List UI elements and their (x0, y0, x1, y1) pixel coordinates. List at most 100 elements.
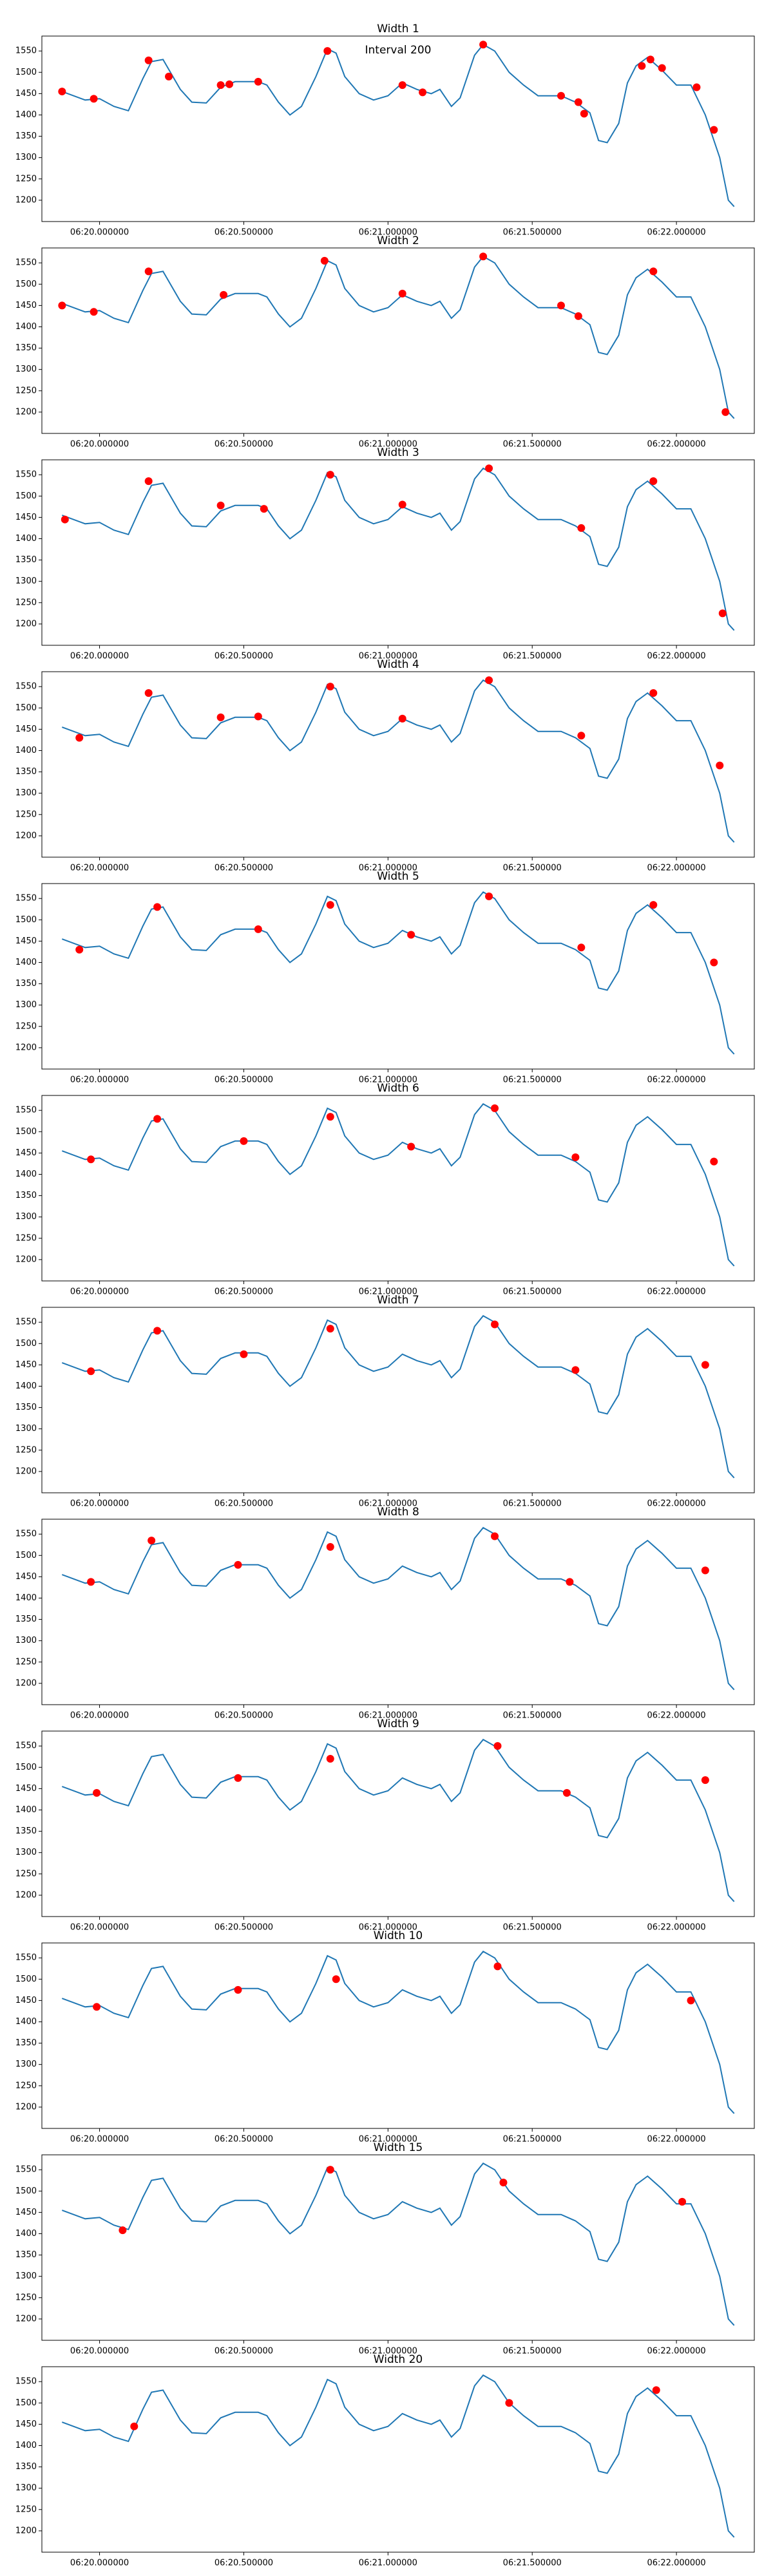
axes-frame (41, 35, 755, 222)
x-tick-label: 06:20.500000 (215, 1923, 273, 1933)
y-tick-label: 1300 (15, 365, 37, 374)
point (687, 1996, 695, 2005)
y-tick-label: 1550 (15, 258, 37, 268)
axes-frame (41, 1095, 755, 1282)
x-tick-label: 06:21.500000 (503, 2559, 562, 2568)
axes-frame (41, 2366, 755, 2553)
x-tick-label: 06:21.500000 (503, 1711, 562, 1721)
x-tick-label: 06:21.500000 (503, 440, 562, 450)
line (61, 467, 735, 631)
point (326, 471, 334, 479)
x-tick-label: 06:22.000000 (647, 228, 705, 238)
line (61, 255, 735, 419)
point (234, 1985, 242, 1994)
y-tick-label: 1550 (15, 682, 37, 692)
y-tick-label: 1500 (15, 491, 37, 501)
x-tick-label: 06:22.000000 (647, 1075, 705, 1085)
x-tick-label: 06:20.500000 (215, 864, 273, 873)
point (153, 903, 162, 911)
x-tick-label: 06:21.000000 (359, 2347, 417, 2356)
point (566, 1578, 574, 1586)
y-tick-label: 1550 (15, 1953, 37, 1963)
chart-title: Width 2 (377, 234, 419, 247)
point (225, 80, 234, 88)
point (240, 1137, 248, 1145)
y-tick-label: 1450 (15, 89, 37, 99)
point (165, 72, 173, 80)
point (652, 2386, 660, 2394)
x-tick-label: 06:22.000000 (647, 1711, 705, 1721)
point (323, 47, 332, 55)
x-tick-label: 06:21.000000 (359, 1287, 417, 1297)
y-tick-label: 1250 (15, 386, 37, 395)
y-tick-label: 1250 (15, 1869, 37, 1879)
point (144, 56, 153, 64)
point (485, 892, 493, 900)
point (491, 1532, 499, 1540)
y-tick-label: 1550 (15, 46, 37, 56)
point (701, 1776, 709, 1785)
x-tick-label: 06:21.000000 (359, 1711, 417, 1721)
point (326, 1755, 334, 1763)
chart-title: Width 3 (377, 446, 419, 459)
point (398, 714, 406, 723)
point (718, 609, 727, 618)
subplot: Width 5 1200 1250 1300 1350 1400 1450 1500 1550 0… (15, 870, 755, 1085)
subplot: Width 15 1200 1250 1300 1350 1400 1450 1500 1550… (15, 2141, 755, 2356)
point (658, 64, 666, 72)
point (240, 1350, 248, 1358)
y-tick-label: 1350 (15, 767, 37, 777)
subplot: Width 2 1200 1250 1300 1350 1400 1450 1500 1550 0… (15, 234, 755, 450)
y-tick-label: 1350 (15, 343, 37, 353)
y-tick-label: 1550 (15, 470, 37, 480)
point (130, 2422, 138, 2430)
y-tick-label: 1500 (15, 1551, 37, 1560)
x-tick-label: 06:21.000000 (359, 1075, 417, 1085)
chart-title: Width 7 (377, 1294, 419, 1307)
x-tick-label: 06:20.000000 (70, 1075, 129, 1085)
point (574, 98, 582, 106)
y-tick-label: 1500 (15, 703, 37, 713)
y-tick-label: 1500 (15, 915, 37, 925)
y-tick-label: 1550 (15, 2377, 37, 2387)
y-tick-label: 1300 (15, 1848, 37, 1857)
y-tick-label: 1400 (15, 1805, 37, 1815)
y-tick-label: 1400 (15, 1381, 37, 1391)
point (571, 1366, 580, 1374)
point (326, 901, 334, 909)
point (485, 676, 493, 685)
x-tick-label: 06:20.500000 (215, 228, 273, 238)
y-tick-label: 1350 (15, 1615, 37, 1624)
y-tick-label: 1200 (15, 195, 37, 205)
y-tick-label: 1400 (15, 958, 37, 967)
y-tick-label: 1350 (15, 555, 37, 565)
point (326, 683, 334, 691)
x-tick-label: 06:20.500000 (215, 440, 273, 450)
y-tick-label: 1300 (15, 788, 37, 798)
y-tick-label: 1400 (15, 110, 37, 120)
chart-title: Width 15 (374, 2141, 423, 2154)
y-tick-label: 1300 (15, 576, 37, 586)
point (148, 1537, 156, 1545)
axes-frame (41, 2154, 755, 2341)
point (638, 62, 646, 70)
y-tick-label: 1500 (15, 1763, 37, 1772)
y-tick-label: 1200 (15, 831, 37, 840)
y-tick-label: 1400 (15, 1170, 37, 1179)
point (216, 501, 225, 509)
point (574, 312, 582, 320)
x-tick-label: 06:20.000000 (70, 2135, 129, 2145)
y-tick-label: 1550 (15, 1318, 37, 1327)
y-tick-label: 1250 (15, 1657, 37, 1667)
y-tick-label: 1250 (15, 174, 37, 184)
x-tick-label: 06:21.500000 (503, 1287, 562, 1297)
x-tick-label: 06:20.000000 (70, 1923, 129, 1933)
x-tick-label: 06:22.000000 (647, 1499, 705, 1509)
point (710, 126, 718, 134)
y-tick-label: 1350 (15, 2250, 37, 2260)
y-tick-label: 1250 (15, 2081, 37, 2090)
x-tick-label: 06:21.500000 (503, 228, 562, 238)
y-tick-label: 1400 (15, 534, 37, 544)
point (220, 290, 228, 299)
line (61, 891, 735, 1055)
